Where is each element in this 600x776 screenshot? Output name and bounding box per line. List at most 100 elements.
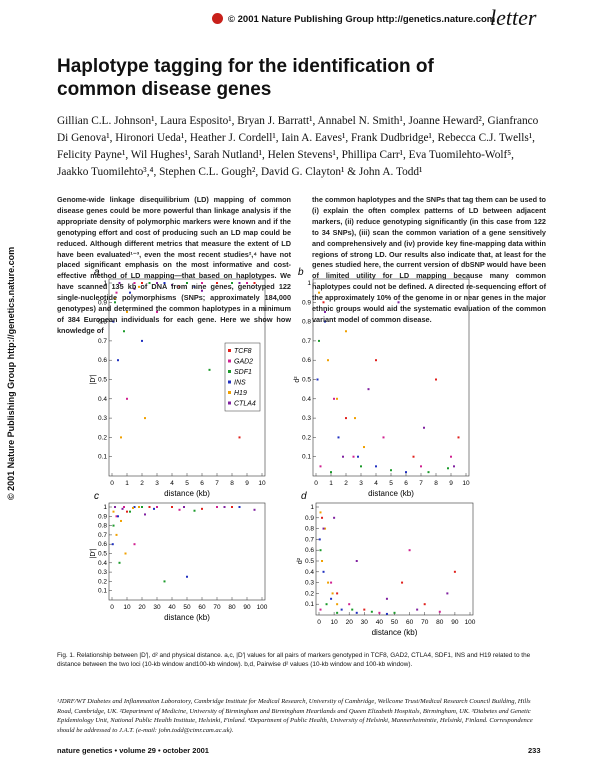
data-point (355, 611, 358, 614)
data-point (405, 471, 407, 474)
data-point (330, 471, 332, 474)
authors: Gillian C.L. Johnson¹, Laura Esposito¹, … (57, 115, 539, 178)
data-point (325, 603, 328, 606)
y-tick-label: 0.6 (98, 541, 107, 548)
x-tick-label: 1 (329, 480, 333, 487)
data-point (336, 603, 339, 606)
data-point (118, 282, 121, 284)
data-point (133, 543, 136, 546)
x-tick-label: 60 (198, 604, 206, 611)
legend-swatch (228, 359, 231, 363)
data-point (322, 570, 325, 573)
y-tick-label: 0.3 (305, 580, 314, 587)
data-point (178, 508, 181, 511)
x-tick-label: 4 (374, 480, 378, 487)
y-tick-label: 0.6 (302, 357, 311, 364)
data-point (253, 282, 256, 284)
x-axis-label: distance (kb) (368, 489, 414, 498)
y-tick-label: 0.8 (305, 526, 314, 533)
data-point (345, 417, 347, 420)
data-point (367, 388, 370, 391)
y-axis-label: d² (297, 557, 304, 564)
abstract-column: Genome-wide linkage disequilibrium (LD) … (57, 195, 291, 335)
data-point (355, 560, 358, 562)
x-tick-label: 60 (406, 619, 414, 626)
legend-box (224, 342, 261, 412)
data-point (331, 592, 334, 595)
data-point (123, 330, 125, 333)
data-point (178, 285, 181, 288)
data-point (450, 455, 452, 458)
legend-label: SDF1 (234, 369, 252, 376)
data-point (378, 611, 381, 614)
data-point (390, 469, 392, 472)
x-tick-label: 100 (465, 619, 476, 626)
y-tick-label: 0.2 (98, 434, 107, 441)
data-point (138, 506, 140, 508)
data-point (231, 282, 233, 284)
y-tick-label: 0.6 (98, 357, 107, 364)
data-point (141, 506, 143, 508)
x-tick-label: 0 (110, 604, 114, 611)
data-point (171, 283, 173, 286)
x-tick-label: 90 (451, 619, 459, 626)
data-point (351, 608, 354, 611)
y-axis-label: |D′| (90, 548, 97, 558)
x-tick-label: 9 (449, 480, 453, 487)
x-tick-label: 40 (376, 619, 384, 626)
data-point (133, 282, 136, 284)
data-point (321, 516, 324, 519)
y-tick-label: 0.4 (98, 396, 107, 403)
y-tick-label: 0.5 (98, 377, 107, 384)
data-point (156, 282, 158, 284)
data-point (336, 592, 339, 595)
data-point (316, 378, 319, 381)
y-tick-label: 0.8 (98, 319, 107, 326)
data-point (318, 339, 320, 342)
x-tick-label: 70 (213, 604, 221, 611)
data-point (420, 465, 422, 468)
x-axis-label: distance (kb) (164, 613, 210, 622)
title: Haplotype tagging for the identification… (57, 56, 434, 100)
x-tick-label: 100 (257, 604, 268, 611)
x-tick-label: 3 (155, 480, 159, 487)
data-point (357, 455, 359, 458)
x-tick-label: 8 (434, 480, 438, 487)
data-point (118, 561, 121, 564)
x-tick-label: 10 (462, 480, 470, 487)
data-point (336, 611, 339, 614)
side-text: © 2001 Nature Publishing Group http://ge… (6, 246, 16, 500)
data-point (216, 282, 218, 284)
y-axis-label: d² (294, 376, 301, 383)
data-point (163, 580, 166, 583)
x-tick-label: 80 (228, 604, 236, 611)
data-point (319, 608, 322, 611)
data-point (238, 282, 241, 284)
data-point (318, 291, 320, 294)
x-tick-label: 2 (140, 480, 144, 487)
y-axis-label: |D′| (90, 374, 97, 384)
data-point (319, 465, 322, 468)
y-tick-label: 0.1 (305, 601, 314, 608)
data-point (348, 603, 351, 606)
data-point (183, 506, 185, 508)
data-point (336, 397, 338, 400)
data-point (412, 455, 415, 458)
y-tick-label: 0.5 (305, 558, 314, 565)
y-tick-label: 0.3 (98, 415, 107, 422)
data-point (324, 320, 326, 323)
data-point (115, 533, 118, 536)
data-point (408, 549, 411, 552)
y-tick-label: 0.9 (98, 513, 107, 520)
y-tick-label: 1 (103, 280, 107, 287)
data-point (382, 436, 385, 439)
data-point (144, 513, 146, 516)
y-tick-label: 0.1 (302, 454, 311, 461)
data-point (238, 436, 241, 439)
data-point (112, 510, 115, 513)
data-point (148, 282, 151, 284)
data-point (129, 510, 131, 513)
data-point (360, 465, 362, 468)
